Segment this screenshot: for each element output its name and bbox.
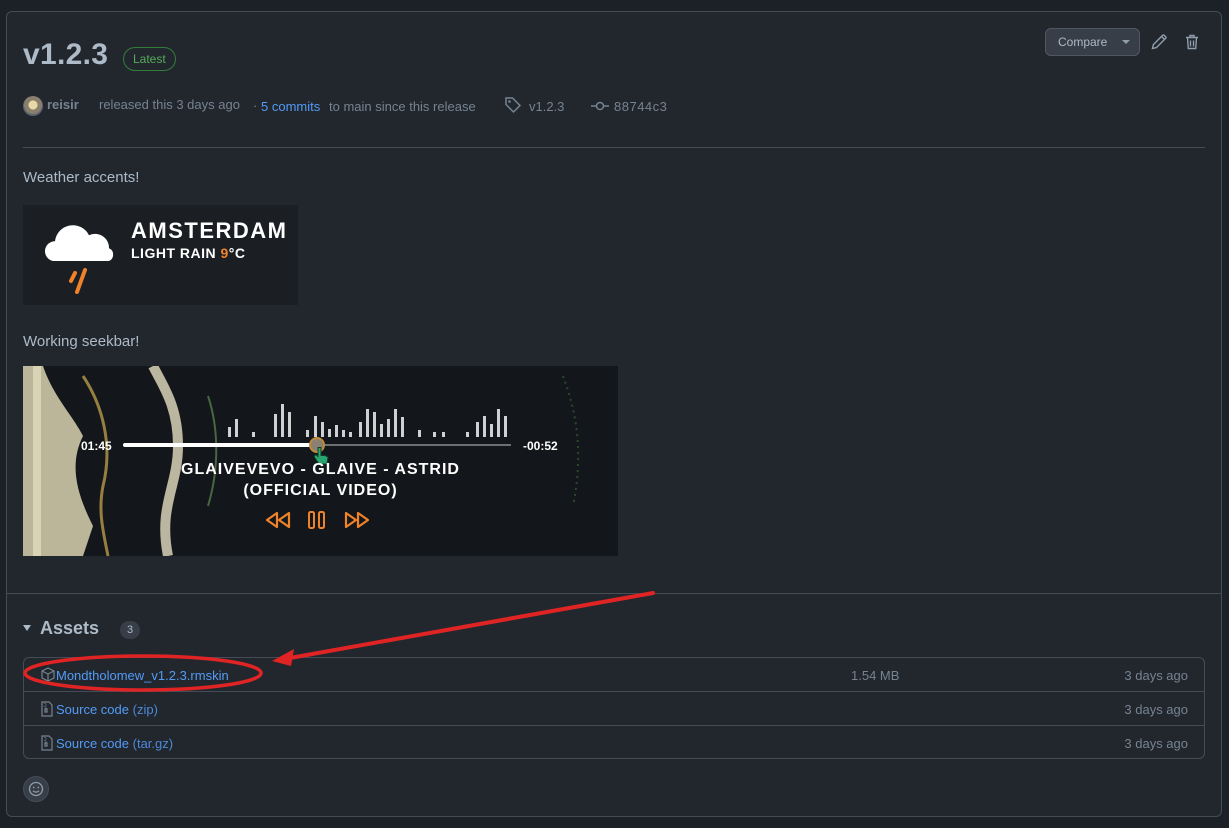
compare-button[interactable]: Compare <box>1045 28 1140 56</box>
assets-list: Mondtholomew_v1.2.3.rmskin 1.54 MB 3 day… <box>23 657 1205 759</box>
audio-visualizer <box>228 404 507 437</box>
file-zip-icon <box>41 701 53 720</box>
commits-link[interactable]: 5 commits <box>261 99 321 114</box>
asset-link[interactable]: Source code (tar.gz) <box>56 736 173 751</box>
released-text: released this 3 days ago <box>99 97 240 112</box>
weather-condition: LIGHT RAIN 9°C <box>131 245 246 261</box>
player-widget-image: 01:45 -00:52 GLAIVEVEVO - GLAIVE - ASTRI… <box>23 366 618 556</box>
weather-widget-image: AMSTERDAM LIGHT RAIN 9°C <box>23 205 298 305</box>
asset-date: 3 days ago <box>1124 668 1188 683</box>
tag-link[interactable]: v1.2.3 <box>529 99 565 114</box>
commit-link[interactable]: 88744c3 <box>614 99 668 114</box>
header-divider <box>23 147 1205 148</box>
rewind-icon <box>264 511 292 534</box>
remaining-time: -00:52 <box>523 439 558 453</box>
weather-city: AMSTERDAM <box>131 218 288 243</box>
track-title-line1: GLAIVEVEVO - GLAIVE - ASTRID <box>181 461 460 478</box>
edit-pencil-icon[interactable] <box>1151 34 1167 55</box>
release-card: v1.2.3 Latest Compare reisir released th… <box>6 11 1222 817</box>
release-note-seekbar: Working seekbar! <box>23 333 140 350</box>
file-zip-icon <box>41 735 53 754</box>
hand-cursor-icon <box>313 446 329 471</box>
rain-cloud-icon <box>39 217 119 302</box>
avatar[interactable] <box>23 96 43 116</box>
asset-row: Source code (tar.gz) 3 days ago <box>24 725 1204 759</box>
trash-icon[interactable] <box>1185 34 1199 55</box>
tag-icon <box>504 96 522 117</box>
player-background-art <box>23 366 580 556</box>
track-title-line2: (OFFICIAL VIDEO) <box>243 482 398 499</box>
release-title[interactable]: v1.2.3 <box>23 38 109 71</box>
asset-link[interactable]: Mondtholomew_v1.2.3.rmskin <box>56 668 229 683</box>
weather-unit: °C <box>228 245 246 261</box>
release-note-weather: Weather accents! <box>23 169 140 186</box>
asset-link[interactable]: Source code (zip) <box>56 702 158 717</box>
weather-condition-text: LIGHT RAIN <box>131 245 217 261</box>
asset-date: 3 days ago <box>1124 702 1188 717</box>
smiley-icon <box>28 781 44 802</box>
seekbar-progress <box>123 443 317 447</box>
asset-format: (tar.gz) <box>132 736 174 751</box>
author-link[interactable]: reisir <box>47 97 79 112</box>
meta-separator: · <box>253 98 258 113</box>
assets-divider <box>7 593 1221 594</box>
add-reaction-button[interactable] <box>23 776 49 802</box>
triangle-down-icon <box>23 625 31 631</box>
asset-size: 1.54 MB <box>851 668 900 683</box>
asset-format: (zip) <box>132 702 158 717</box>
assets-title: Assets <box>40 618 100 638</box>
asset-name: Mondtholomew_v1.2.3.rmskin <box>56 668 229 683</box>
compare-button-label: Compare <box>1058 35 1108 49</box>
elapsed-time: 01:45 <box>81 439 112 453</box>
commits-suffix: to main since this release <box>329 99 476 114</box>
latest-badge: Latest <box>123 47 176 71</box>
package-icon <box>41 667 55 685</box>
asset-name: Source code <box>56 736 129 751</box>
fast-forward-icon <box>343 511 371 534</box>
asset-date: 3 days ago <box>1124 736 1188 751</box>
pause-icon <box>307 510 327 535</box>
chevron-down-icon <box>1122 40 1130 44</box>
weather-temp: 9 <box>220 245 229 261</box>
asset-row: Mondtholomew_v1.2.3.rmskin 1.54 MB 3 day… <box>24 658 1204 692</box>
assets-count-badge: 3 <box>120 621 140 639</box>
commit-icon <box>591 98 609 117</box>
asset-row: Source code (zip) 3 days ago <box>24 691 1204 725</box>
asset-name: Source code <box>56 702 129 717</box>
